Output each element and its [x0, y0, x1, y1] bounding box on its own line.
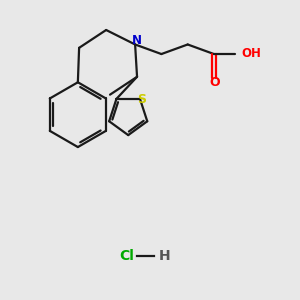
Text: Cl: Cl: [119, 249, 134, 263]
Text: S: S: [137, 93, 146, 106]
Text: OH: OH: [242, 47, 262, 60]
Text: H: H: [159, 249, 170, 263]
Text: O: O: [210, 76, 220, 89]
Text: N: N: [132, 34, 142, 47]
